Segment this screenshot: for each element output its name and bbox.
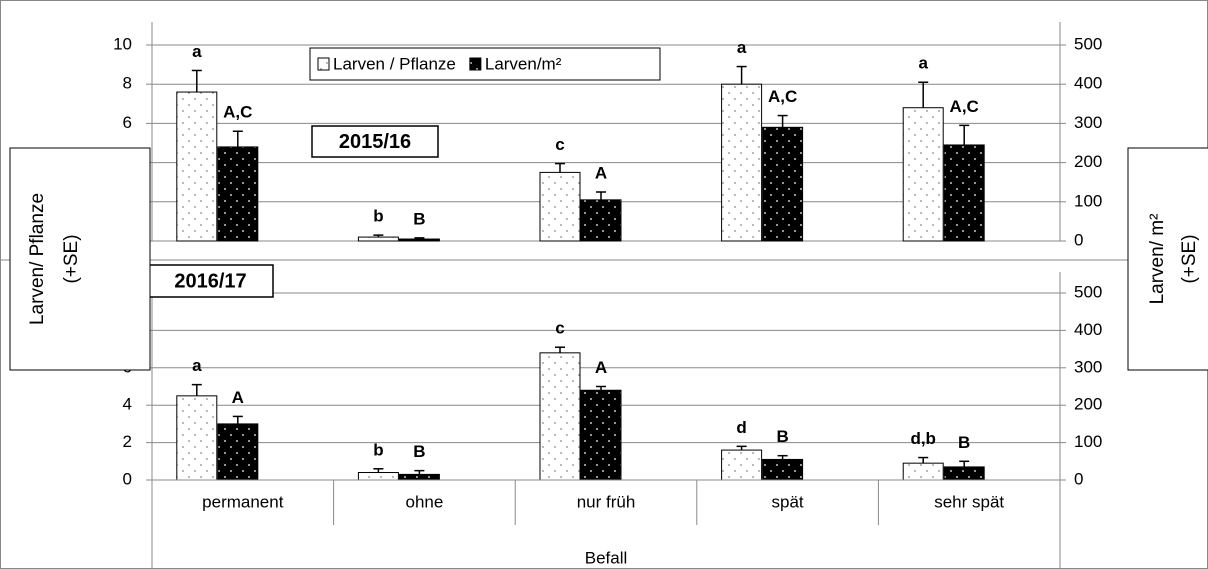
y2-tick-label: 300 xyxy=(1074,357,1102,376)
legend-label: Larven / Pflanze xyxy=(333,54,456,73)
annotation: d xyxy=(736,418,746,437)
annotation: A,C xyxy=(768,87,797,106)
y2-tick-label: 0 xyxy=(1074,230,1083,249)
bar xyxy=(943,144,985,242)
annotation: b xyxy=(373,440,383,459)
annotation: c xyxy=(555,135,564,154)
annotation: A xyxy=(595,358,607,377)
panel-title-box xyxy=(311,125,439,158)
y-axis-title: Larven/ Pflanze xyxy=(27,193,48,325)
annotation: c xyxy=(555,319,564,338)
y-tick-label: 0 xyxy=(123,469,132,488)
bar xyxy=(176,395,218,481)
y-tick-label: 2 xyxy=(123,432,132,451)
panel-title: 2016/17 xyxy=(174,270,246,292)
y2-tick-label: 200 xyxy=(1074,395,1102,414)
x-tick-label: permanent xyxy=(202,492,284,511)
panel-title-box xyxy=(147,264,274,298)
bar xyxy=(580,389,622,481)
bar xyxy=(902,462,944,481)
bar xyxy=(398,473,440,481)
y2-tick-label: 400 xyxy=(1074,74,1102,93)
y2-tick-label: 100 xyxy=(1074,432,1102,451)
y2-tick-label: 500 xyxy=(1074,34,1102,53)
y2-tick-label: 0 xyxy=(1074,469,1083,488)
y-tick-label: 6 xyxy=(123,113,132,132)
x-tick-label: sehr spät xyxy=(934,492,1004,511)
annotation: B xyxy=(958,433,970,452)
legend-label: Larven/m² xyxy=(485,54,562,73)
bar xyxy=(943,466,985,481)
y2-axis-title: (+SE) xyxy=(1179,234,1200,283)
bar xyxy=(721,449,763,481)
panel-title: 2015/16 xyxy=(339,131,411,153)
annotation: A xyxy=(232,388,244,407)
annotation: A xyxy=(595,163,607,182)
annotation: a xyxy=(192,42,202,61)
annotation: A,C xyxy=(223,103,252,122)
bar xyxy=(398,238,440,242)
x-tick-label: nur früh xyxy=(577,492,636,511)
annotation: d,b xyxy=(910,429,936,448)
x-tick-label: ohne xyxy=(405,492,443,511)
y-axis-title-box xyxy=(9,147,151,371)
y2-tick-label: 100 xyxy=(1074,191,1102,210)
annotation: a xyxy=(192,356,202,375)
y-tick-label: 4 xyxy=(123,395,132,414)
annotation: a xyxy=(918,54,928,73)
y2-tick-label: 300 xyxy=(1074,113,1102,132)
legend-swatch xyxy=(469,57,482,71)
y2-tick-label: 200 xyxy=(1074,152,1102,171)
y-axis-title: (+SE) xyxy=(61,234,82,283)
bar xyxy=(539,352,581,481)
bar xyxy=(721,83,763,242)
legend-swatch xyxy=(317,57,330,71)
y2-tick-label: 400 xyxy=(1074,320,1102,339)
annotation: a xyxy=(737,38,747,57)
y2-tick-label: 500 xyxy=(1074,282,1102,301)
bar xyxy=(902,107,944,242)
bar xyxy=(580,199,622,242)
bar xyxy=(217,423,259,481)
y2-axis-title-box xyxy=(1127,147,1208,371)
bar xyxy=(357,236,399,242)
bar xyxy=(762,126,804,242)
annotation: A,C xyxy=(950,97,979,116)
bar xyxy=(539,171,581,242)
bar xyxy=(176,91,218,242)
annotation: b xyxy=(373,207,383,226)
bar xyxy=(217,146,259,242)
annotation: B xyxy=(413,209,425,228)
x-axis-title: Befall xyxy=(585,548,628,567)
legend-box xyxy=(309,47,661,81)
bar xyxy=(762,458,804,481)
x-tick-label: spät xyxy=(772,492,804,511)
y-tick-label: 10 xyxy=(113,34,132,53)
y-tick-label: 8 xyxy=(123,74,132,93)
annotation: B xyxy=(413,442,425,461)
annotation: B xyxy=(776,427,788,446)
y2-axis-title: Larven/ m² xyxy=(1147,214,1168,305)
bar xyxy=(357,472,399,481)
